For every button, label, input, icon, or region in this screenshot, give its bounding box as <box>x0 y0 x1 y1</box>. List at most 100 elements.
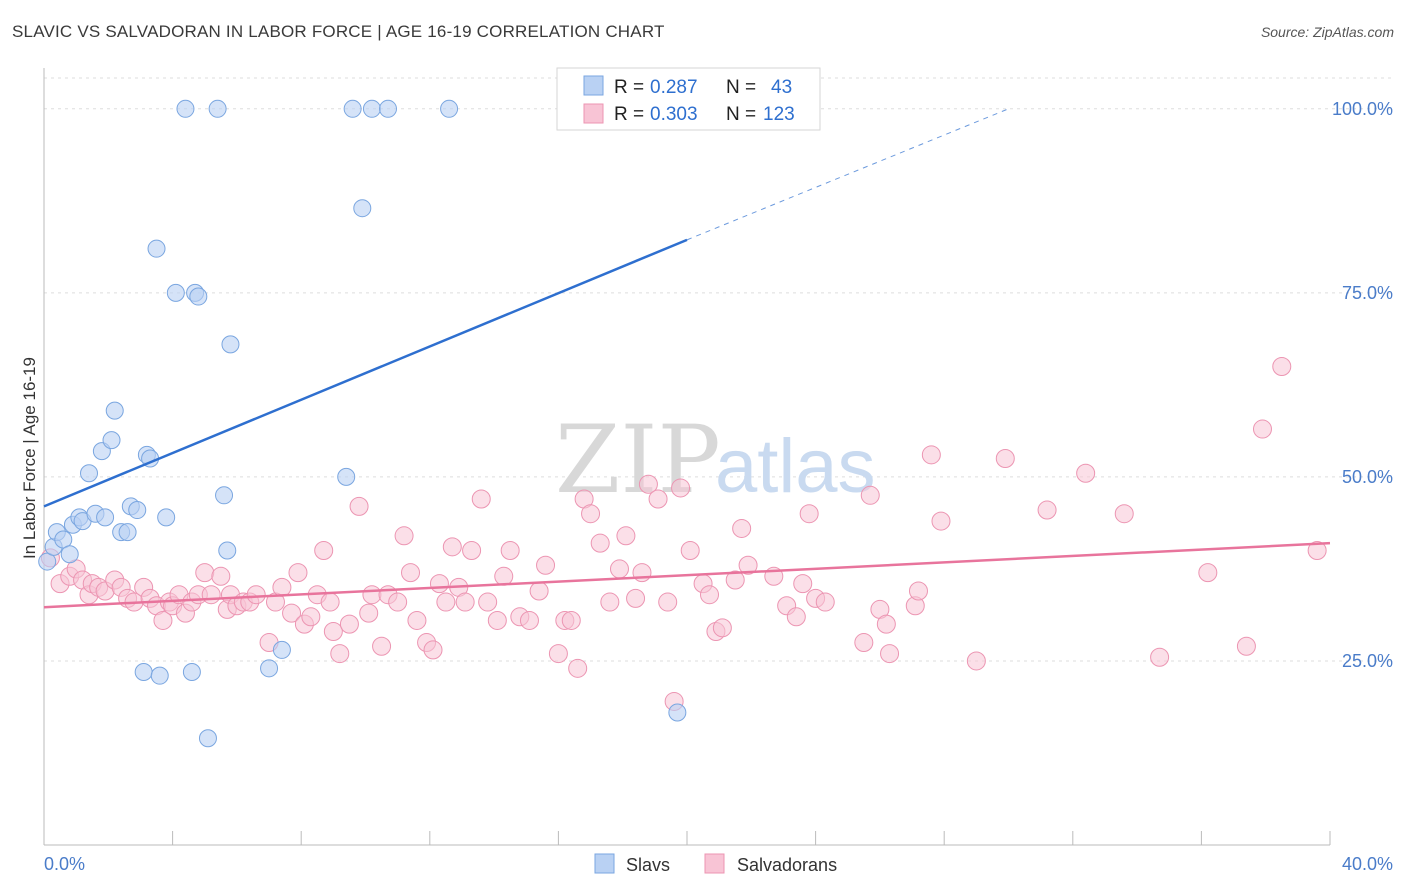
salvadorans-point <box>211 566 231 586</box>
y-tick-label: 25.0% <box>1342 651 1393 671</box>
salvadorans-point <box>799 504 819 524</box>
salvadorans-point <box>732 518 752 538</box>
salvadorans-point <box>590 533 610 553</box>
chart-source: Source: ZipAtlas.com <box>1260 24 1394 40</box>
salvadorans-point <box>876 614 896 634</box>
salvadorans-point <box>288 563 308 583</box>
stats-legend: R = 0.287 N = 43 R = 0.303 N = 123 <box>556 67 821 131</box>
salvadorans-point <box>195 563 215 583</box>
slavs-point <box>105 401 124 420</box>
series-legend: Slavs Salvadorans <box>594 853 837 875</box>
salvadorans-point <box>529 581 549 601</box>
salvadorans-point <box>359 603 379 623</box>
salvadorans-point <box>423 640 443 660</box>
salvadorans-point <box>616 526 636 546</box>
slavs-point <box>221 335 240 354</box>
salvadorans-point <box>246 585 266 605</box>
salvadorans-point <box>323 622 343 642</box>
salvadorans-point <box>519 610 539 630</box>
salvadorans-point <box>680 541 700 561</box>
slavs-trend-line <box>43 238 688 508</box>
slavs-point <box>208 99 227 118</box>
slavs-point <box>260 659 279 678</box>
salvadorans-point <box>712 618 732 638</box>
slavs-point <box>337 467 356 486</box>
salvadorans-point <box>921 445 941 465</box>
legend-label-slavs: Slavs <box>626 855 670 875</box>
salvadorans-point <box>494 566 514 586</box>
salvadorans-point <box>394 526 414 546</box>
slavs-trend-extension <box>686 108 1009 241</box>
salvadorans-point <box>314 541 334 561</box>
salvadorans-point <box>725 570 745 590</box>
slavs-point <box>218 541 237 560</box>
slavs-point <box>80 464 99 483</box>
axes <box>43 68 1331 846</box>
salvadorans-point <box>407 610 427 630</box>
salvadorans-point <box>658 592 678 612</box>
legend-label-salvadorans: Salvadorans <box>737 855 837 875</box>
slavs-points <box>38 99 687 748</box>
slavs-point <box>166 283 185 302</box>
salvadorans-point <box>600 592 620 612</box>
slavs-point <box>176 99 195 118</box>
y-tick-label: 50.0% <box>1342 467 1393 487</box>
salvadorans-point <box>442 537 462 557</box>
y-tick-label: 100.0% <box>1332 99 1393 119</box>
salvadorans-point <box>1272 356 1292 376</box>
salvadorans-point <box>372 636 392 656</box>
salvadorans-point <box>700 585 720 605</box>
slavs-point <box>150 666 169 685</box>
legend-swatch-slavs <box>594 853 615 874</box>
salvadorans-point <box>153 610 173 630</box>
slavs-point <box>147 239 166 258</box>
salvadorans-point <box>854 633 874 653</box>
legend-n-label: N = <box>726 104 756 125</box>
slavs-point <box>198 729 217 748</box>
salvadorans-point <box>462 541 482 561</box>
salvadorans-point <box>609 559 629 579</box>
salvadorans-point <box>487 610 507 630</box>
y-tick-labels: 25.0% 50.0% 75.0% 100.0% <box>1332 99 1393 671</box>
salvadorans-point <box>548 644 568 664</box>
legend-n-value-slavs: 43 <box>771 77 792 98</box>
salvadorans-point <box>966 651 986 671</box>
salvadorans-trend-line <box>43 541 1331 609</box>
x-tick-label-max: 40.0% <box>1342 854 1393 874</box>
salvadorans-point <box>1236 636 1256 656</box>
salvadorans-point <box>860 485 880 505</box>
slavs-point <box>96 508 115 527</box>
salvadorans-point <box>815 592 835 612</box>
watermark-atlas: atlas <box>715 424 876 509</box>
salvadorans-point <box>471 489 491 509</box>
salvadorans-point <box>626 588 646 608</box>
salvadorans-point <box>908 581 928 601</box>
legend-n-label: N = <box>726 77 756 98</box>
slavs-point <box>128 501 147 520</box>
slavs-point <box>157 508 176 527</box>
salvadorans-point <box>1114 504 1134 524</box>
salvadorans-point <box>793 574 813 594</box>
chart-title: SLAVIC VS SALVADORAN IN LABOR FORCE | AG… <box>12 22 665 41</box>
salvadorans-point <box>320 592 340 612</box>
salvadorans-point <box>671 478 691 498</box>
salvadorans-point <box>931 511 951 531</box>
salvadorans-point <box>455 592 475 612</box>
watermark: ZIP atlas <box>555 406 876 515</box>
salvadorans-point <box>282 603 302 623</box>
salvadorans-point <box>401 563 421 583</box>
slavs-point <box>440 99 459 118</box>
trend-lines <box>43 108 1331 609</box>
salvadorans-point <box>339 614 359 634</box>
salvadorans-point <box>349 496 369 516</box>
salvadorans-point <box>388 592 408 612</box>
legend-r-label: R = <box>614 77 644 98</box>
slavs-point <box>362 99 381 118</box>
salvadorans-point <box>429 574 449 594</box>
salvadorans-point <box>330 644 350 664</box>
slavs-point <box>102 431 121 450</box>
legend-r-value-slavs: 0.287 <box>650 77 698 98</box>
salvadorans-point <box>536 555 556 575</box>
slavs-point <box>60 545 79 564</box>
salvadorans-point <box>638 474 658 494</box>
